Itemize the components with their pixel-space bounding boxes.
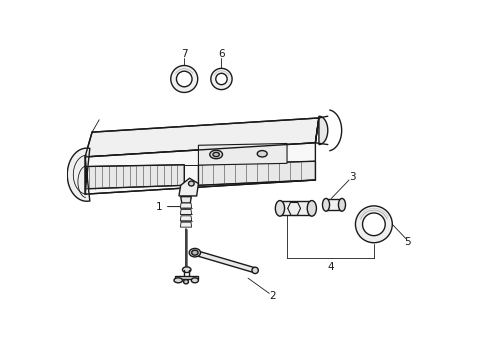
Ellipse shape bbox=[322, 198, 329, 211]
Ellipse shape bbox=[338, 198, 345, 211]
Polygon shape bbox=[175, 276, 198, 279]
Polygon shape bbox=[85, 143, 315, 194]
Circle shape bbox=[355, 206, 391, 243]
Ellipse shape bbox=[191, 278, 198, 283]
Ellipse shape bbox=[257, 150, 266, 157]
Polygon shape bbox=[198, 161, 315, 185]
Ellipse shape bbox=[191, 250, 198, 255]
Polygon shape bbox=[279, 201, 311, 215]
Text: 1: 1 bbox=[156, 202, 163, 212]
Polygon shape bbox=[315, 116, 327, 145]
Polygon shape bbox=[198, 144, 286, 165]
Polygon shape bbox=[325, 199, 341, 211]
Text: 5: 5 bbox=[404, 237, 410, 247]
Ellipse shape bbox=[174, 278, 182, 283]
Ellipse shape bbox=[188, 181, 194, 186]
Text: 6: 6 bbox=[218, 49, 224, 59]
Polygon shape bbox=[67, 148, 90, 201]
Polygon shape bbox=[85, 165, 184, 189]
Polygon shape bbox=[180, 222, 191, 227]
Polygon shape bbox=[85, 118, 318, 157]
Polygon shape bbox=[181, 197, 191, 203]
Ellipse shape bbox=[209, 150, 222, 159]
Circle shape bbox=[176, 71, 192, 87]
Ellipse shape bbox=[275, 201, 284, 216]
Polygon shape bbox=[180, 216, 191, 221]
Polygon shape bbox=[180, 203, 191, 208]
Text: 2: 2 bbox=[269, 291, 276, 301]
Circle shape bbox=[215, 73, 226, 85]
Ellipse shape bbox=[212, 152, 219, 157]
Circle shape bbox=[210, 68, 232, 90]
Polygon shape bbox=[194, 250, 255, 273]
Text: 7: 7 bbox=[181, 49, 187, 59]
Ellipse shape bbox=[189, 248, 200, 257]
Polygon shape bbox=[180, 210, 191, 215]
Polygon shape bbox=[179, 178, 198, 196]
Text: 4: 4 bbox=[326, 262, 333, 272]
Circle shape bbox=[362, 213, 385, 236]
Ellipse shape bbox=[183, 280, 188, 284]
Text: 3: 3 bbox=[348, 172, 355, 182]
Ellipse shape bbox=[251, 267, 258, 274]
Circle shape bbox=[170, 66, 197, 93]
Ellipse shape bbox=[306, 201, 316, 216]
Ellipse shape bbox=[182, 267, 191, 273]
